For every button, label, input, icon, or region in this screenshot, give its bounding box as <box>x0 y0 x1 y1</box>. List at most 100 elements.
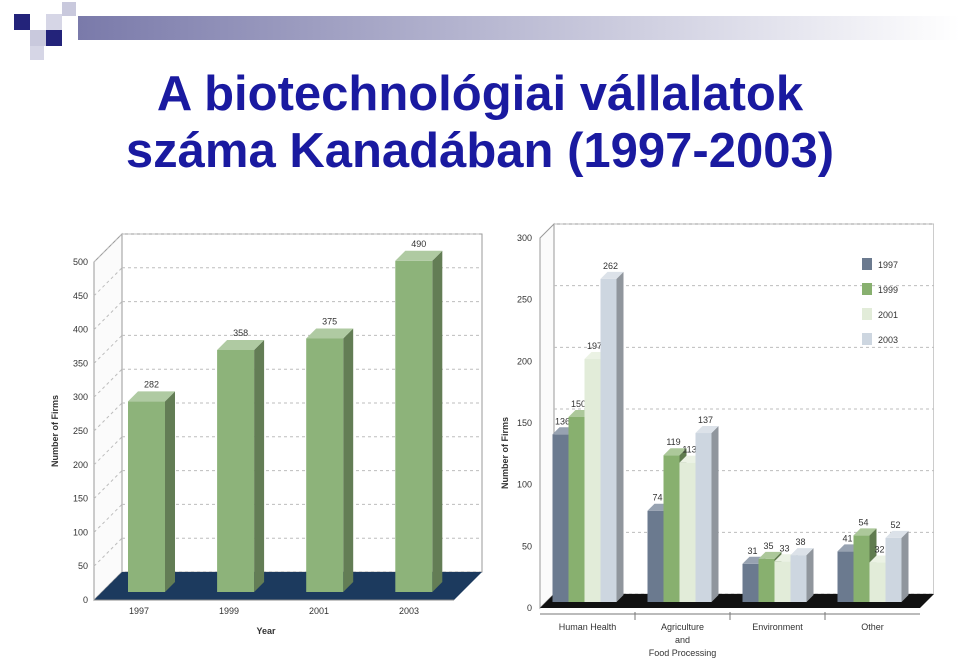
slide-decoration <box>14 2 960 60</box>
bar-1997-3-front <box>837 551 854 602</box>
floor <box>94 572 482 600</box>
firms-by-year-chart: 0 50 100 150 200 250 300 350 400 450 500 282 1997 358… <box>50 232 483 636</box>
decoration-square-5 <box>46 30 62 46</box>
data-label: 119 <box>666 437 680 447</box>
bar-2003-2-side <box>806 548 814 602</box>
slide-title-line-1: A biotechnológiai vállalatok <box>156 67 804 121</box>
bar-2003-1-top <box>695 426 719 434</box>
bar-1999-2-front <box>758 558 775 602</box>
y-tick-label: 500 <box>73 257 88 267</box>
decoration-band <box>78 16 960 40</box>
legend-swatch <box>862 333 872 345</box>
bar-2003-1-side <box>711 426 719 602</box>
y-tick-label: 50 <box>522 541 532 551</box>
slide-title-line-2: száma Kanadában (1997-2003) <box>125 124 835 178</box>
legend-swatch <box>862 308 872 320</box>
bar-2003 <box>395 250 443 592</box>
y-tick-label: 300 <box>73 392 88 402</box>
gridline-side <box>93 470 123 499</box>
x-tick-label: 1999 <box>219 606 239 616</box>
data-label: 33 <box>779 543 789 553</box>
decoration-square-6 <box>30 46 44 60</box>
decoration-square-1 <box>14 14 30 30</box>
decoration-square-3 <box>46 14 62 30</box>
bar-2003-2-top <box>790 548 814 556</box>
bar-1997-side <box>165 391 175 592</box>
bar-1999-1-front <box>663 455 680 602</box>
y-tick-label: 400 <box>73 325 88 335</box>
x-tick-label: 1997 <box>129 606 149 616</box>
bar-1999-3-front <box>853 535 870 602</box>
bar-2003-side <box>432 250 443 592</box>
bar-2003-1-front <box>695 433 712 602</box>
x-tick-label: Other <box>861 622 884 632</box>
legend-swatch <box>862 283 872 295</box>
bar-2003-2-front <box>790 555 807 602</box>
side-wall <box>539 222 555 610</box>
legend-label: 2003 <box>878 335 898 345</box>
gridline-side <box>93 267 123 297</box>
data-label: 41 <box>842 533 852 543</box>
bar-1997-2-front <box>742 563 759 602</box>
gridline-side <box>93 436 123 466</box>
y-tick-label: 300 <box>517 233 532 243</box>
data-label: 150 <box>571 399 586 409</box>
y-axis-title: Number of Firms <box>500 417 510 489</box>
bar-1997 <box>128 391 175 592</box>
gridline-side <box>93 233 123 263</box>
bar-2003-0-side <box>616 271 624 602</box>
data-label: 197 <box>587 341 602 351</box>
y-tick-label: 350 <box>73 358 88 368</box>
bar-2003-3-front <box>885 537 902 602</box>
bar-1997-front <box>128 401 165 592</box>
bar-1997-1-front <box>647 510 664 602</box>
bar-2001-3-front <box>869 562 886 602</box>
y-tick-label: 450 <box>73 291 88 301</box>
y-tick-label: 100 <box>517 480 532 490</box>
slide-title: A biotechnológiai vállalatok száma Kanad… <box>0 66 960 180</box>
legend-swatch <box>862 258 872 270</box>
bar-1999-0-front <box>568 417 585 602</box>
y-tick-label: 150 <box>517 418 532 428</box>
data-label: 38 <box>795 537 805 547</box>
data-label: 375 <box>322 317 337 327</box>
x-tick-label: and <box>675 635 690 645</box>
bar-2003-1 <box>695 426 719 602</box>
x-tick-label: Food Processing <box>649 648 717 658</box>
data-label: 52 <box>890 520 900 530</box>
y-tick-label: 250 <box>73 426 88 436</box>
data-label: 54 <box>858 517 868 527</box>
bar-1999 <box>217 339 265 592</box>
bar-1999-2-top <box>758 551 782 559</box>
gridline-side <box>93 301 123 330</box>
bar-2003-3-side <box>901 530 909 602</box>
data-label: 262 <box>603 261 618 271</box>
bar-2001-1-front <box>679 462 696 602</box>
data-label: 32 <box>874 545 884 555</box>
data-label: 74 <box>652 493 662 503</box>
decoration-square-2 <box>30 30 46 46</box>
gridline-side <box>93 504 123 533</box>
y-tick-label: 250 <box>517 295 532 305</box>
bar-2001-front <box>306 338 344 592</box>
data-label: 137 <box>698 415 713 425</box>
bar-1997-0-front <box>552 434 569 602</box>
bar-2001 <box>306 328 354 592</box>
x-axis-title: Year <box>256 626 276 636</box>
y-tick-label: 200 <box>517 356 532 366</box>
bar-2001-top <box>306 328 354 339</box>
y-tick-label: 50 <box>78 561 88 571</box>
data-label: 35 <box>763 541 773 551</box>
decoration-square-4 <box>62 2 76 16</box>
legend-label: 2001 <box>878 310 898 320</box>
bar-1999-side <box>254 339 265 592</box>
bar-2003-0-top <box>600 271 624 279</box>
x-tick-label: 2001 <box>309 606 329 616</box>
y-tick-label: 0 <box>527 603 532 613</box>
x-tick-label: Human Health <box>559 622 617 632</box>
data-label: 490 <box>411 239 426 249</box>
data-label: 282 <box>144 379 159 389</box>
x-tick-label: Environment <box>752 622 803 632</box>
legend-label: 1999 <box>878 285 898 295</box>
y-tick-label: 0 <box>83 595 88 605</box>
